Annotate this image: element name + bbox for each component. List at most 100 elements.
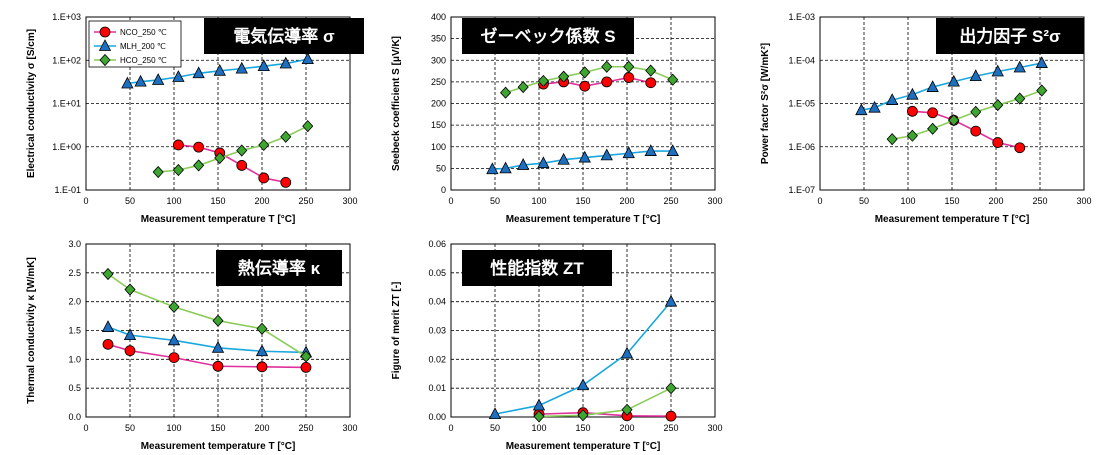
data-point [665, 382, 677, 395]
data-point [134, 74, 147, 87]
series-line [861, 62, 1042, 111]
x-tick-label: 250 [1032, 196, 1047, 206]
data-point [300, 362, 312, 373]
data-point [578, 150, 591, 163]
data-point [236, 160, 248, 171]
data-point [537, 156, 550, 169]
x-tick-label: 50 [125, 196, 135, 206]
y-tick-label: 2.5 [68, 268, 81, 278]
x-axis-label: Measurement temperature T [°C] [506, 441, 661, 452]
data-point [948, 114, 960, 127]
series-line [127, 58, 308, 85]
data-point [1014, 142, 1026, 154]
data-point [152, 165, 164, 179]
data-point [601, 76, 613, 88]
x-tick-label: 100 [900, 196, 915, 206]
y-tick-label: 300 [431, 55, 446, 65]
chart-3: 0 50 100 150 200 250 300 1.E-07 1.E-06 1.E-05 1.E-… [760, 12, 1092, 225]
data-point [947, 74, 960, 87]
data-point [302, 120, 314, 133]
legend-label: HCO_250 ℃ [120, 56, 167, 65]
y-tick-label: 200 [431, 99, 446, 109]
x-tick-label: 200 [254, 196, 269, 206]
y-axis-label: Seebeck coefficient S [μV/K] [391, 36, 402, 171]
y-tick-label: 0.02 [428, 354, 446, 364]
data-point [667, 73, 679, 86]
data-point [886, 133, 898, 146]
y-tick-label: 1.E-07 [788, 185, 815, 195]
y-tick-label: 400 [431, 12, 446, 22]
data-point [623, 72, 635, 83]
series-hco-250 [500, 60, 679, 99]
chart-title-box [936, 18, 1084, 54]
data-point [102, 338, 114, 350]
data-point [885, 93, 899, 105]
data-point [906, 87, 919, 100]
series-mlh-200 [486, 144, 679, 175]
x-tick-label: 100 [531, 196, 546, 206]
data-point [558, 70, 570, 83]
y-tick-label: 50 [436, 163, 446, 173]
data-point [991, 64, 1004, 77]
y-tick-label: 1.E-04 [788, 55, 815, 65]
y-axis-label: Figure of merit ZT [-] [391, 282, 402, 380]
legend-label: NCO_250 ℃ [120, 28, 167, 37]
data-point [1013, 60, 1026, 73]
series-line [107, 273, 307, 358]
chart-5: 0 50 100 150 200 250 300 0.00 0.01 0.02 0.03 0.04 0.… [391, 239, 723, 452]
data-point [258, 172, 270, 184]
plot-frame [85, 243, 351, 418]
series-hco-250 [886, 84, 1048, 146]
data-point [212, 314, 224, 327]
data-point [211, 340, 225, 353]
x-tick-label: 200 [254, 423, 269, 433]
legend-marker [99, 26, 111, 38]
x-tick-label: 0 [817, 196, 822, 206]
y-axis-label: Power factor S²σ [W/mK²] [760, 43, 771, 164]
x-tick-label: 50 [490, 196, 500, 206]
x-tick-label: 300 [342, 423, 357, 433]
data-point [600, 148, 613, 161]
data-point [868, 100, 881, 113]
data-point [970, 105, 982, 118]
data-point [500, 86, 512, 99]
x-tick-label: 150 [575, 196, 590, 206]
data-point [532, 398, 546, 411]
data-point [192, 66, 205, 79]
series-mlh-200 [101, 320, 313, 358]
y-tick-label: 1.E+02 [52, 55, 81, 65]
y-tick-label: 0.0 [68, 412, 81, 422]
plot-frame [85, 16, 351, 191]
x-axis-label: Measurement temperature T [°C] [141, 214, 296, 225]
data-point [666, 144, 679, 156]
chart-title-box [216, 250, 342, 286]
data-point [927, 107, 939, 119]
data-point [168, 300, 180, 313]
data-point [926, 80, 939, 92]
y-tick-label: 1.E-01 [54, 185, 81, 195]
series-nco-250 [907, 105, 1026, 154]
x-tick-label: 50 [490, 423, 500, 433]
x-tick-label: 250 [663, 196, 678, 206]
data-point [517, 80, 529, 94]
data-point [172, 139, 184, 151]
x-tick-label: 0 [448, 423, 453, 433]
data-point [256, 361, 268, 373]
data-point [579, 66, 591, 79]
data-point [499, 161, 512, 174]
data-point [601, 60, 613, 73]
data-point [214, 151, 226, 165]
data-point [1036, 84, 1048, 97]
x-tick-label: 100 [531, 423, 546, 433]
data-point [969, 69, 982, 82]
chart-2: 0 50 100 150 200 250 300 0 50 100 150 200 250 300 350 4… [391, 12, 723, 225]
x-tick-label: 0 [83, 196, 88, 206]
series-line [538, 411, 672, 417]
y-tick-label: 3.0 [68, 239, 81, 249]
y-tick-label: 0.5 [68, 383, 81, 393]
data-point [280, 176, 292, 188]
data-point [1035, 56, 1048, 68]
data-point [172, 70, 185, 82]
series-nco-250 [533, 407, 677, 422]
x-tick-label: 50 [125, 423, 135, 433]
